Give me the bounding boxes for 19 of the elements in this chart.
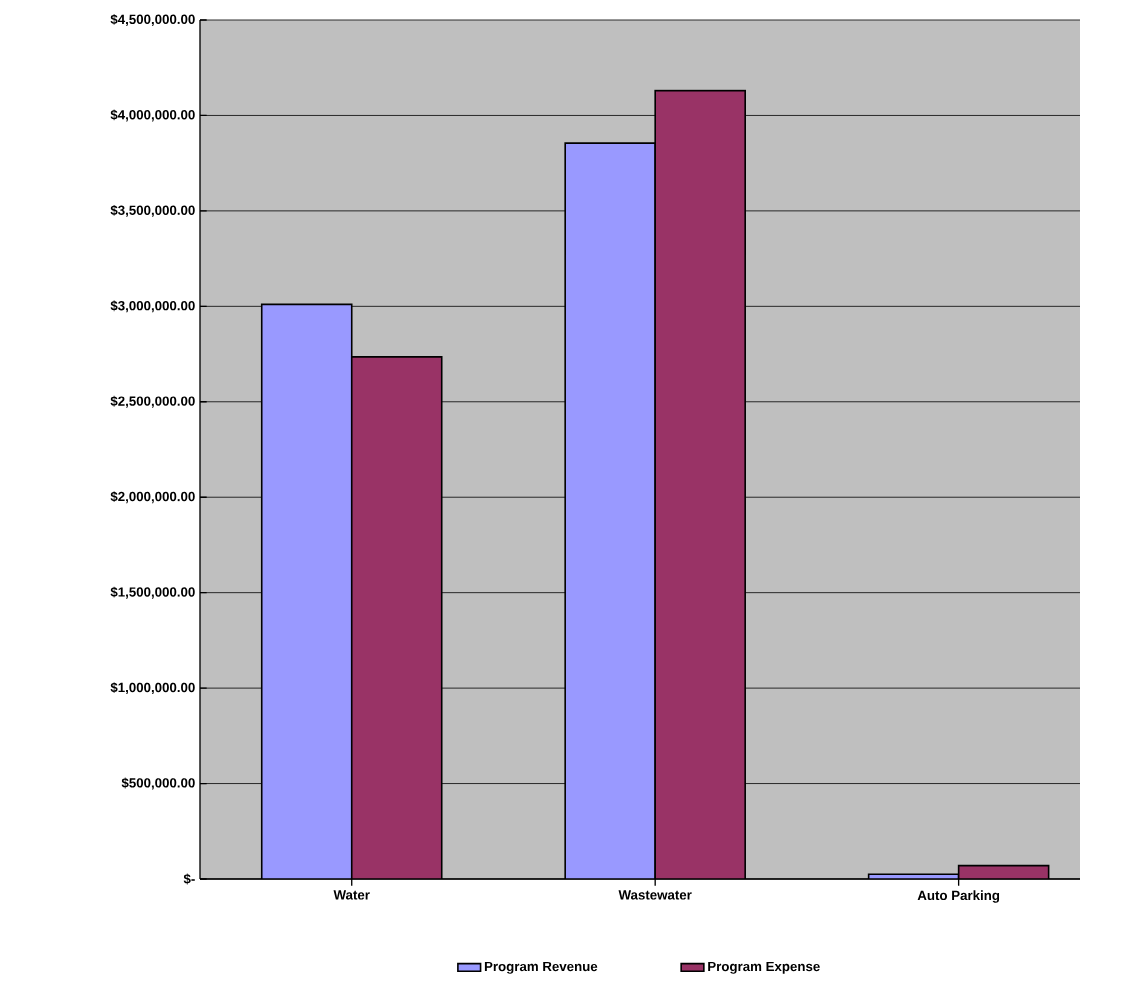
y-tick-label: $1,000,000.00 (110, 682, 195, 695)
x-tick-label: Water (333, 890, 370, 900)
y-tick-label: $- (183, 873, 195, 885)
bar (565, 143, 656, 879)
legend-label: Program Revenue (484, 961, 598, 974)
y-tick-label: $3,500,000.00 (110, 204, 195, 217)
y-tick-label: $2,500,000.00 (110, 395, 195, 408)
bar (655, 90, 746, 879)
x-tick-label: Auto Parking (917, 890, 1000, 903)
y-tick-label: $4,500,000.00 (110, 14, 195, 26)
x-tick-label: Wastewater (618, 890, 692, 900)
legend-label: Program Expense (708, 961, 820, 974)
y-tick-label: $2,000,000.00 (110, 491, 195, 504)
y-tick-label: $4,000,000.00 (110, 109, 195, 122)
bar (261, 304, 352, 879)
y-tick-label: $1,500,000.00 (110, 586, 195, 599)
y-tick-label: $500,000.00 (121, 777, 195, 790)
bar (351, 356, 442, 879)
y-tick-label: $3,000,000.00 (110, 300, 195, 313)
